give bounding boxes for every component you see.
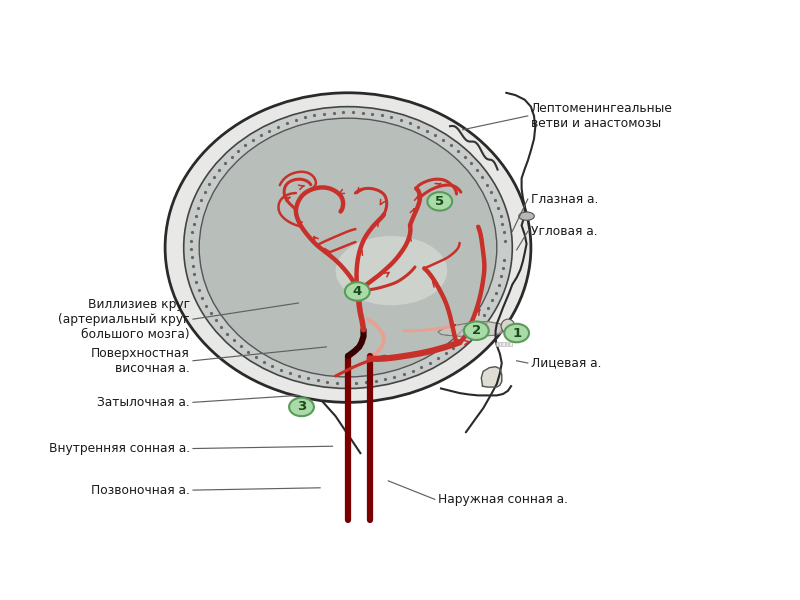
Text: Виллизиев круг
(артериальный круг
большого мозга): Виллизиев круг (артериальный круг большо… (58, 298, 190, 341)
Ellipse shape (501, 319, 514, 333)
Polygon shape (438, 322, 504, 336)
Bar (495, 342, 498, 346)
Text: Внутренняя сонная а.: Внутренняя сонная а. (49, 442, 190, 455)
Circle shape (289, 398, 314, 416)
Polygon shape (482, 367, 502, 387)
Bar (499, 342, 502, 346)
Ellipse shape (199, 118, 497, 377)
Text: 5: 5 (435, 195, 444, 208)
Text: Затылочная а.: Затылочная а. (97, 396, 190, 409)
Text: Позвоночная а.: Позвоночная а. (91, 484, 190, 497)
Ellipse shape (519, 212, 534, 220)
Text: Наружная сонная а.: Наружная сонная а. (438, 493, 568, 506)
Bar (506, 342, 508, 346)
Text: 1: 1 (512, 326, 522, 340)
Ellipse shape (336, 236, 447, 305)
Circle shape (464, 322, 489, 340)
Circle shape (345, 282, 370, 301)
Text: Лицевая а.: Лицевая а. (531, 356, 602, 370)
Text: 2: 2 (472, 324, 481, 337)
Ellipse shape (184, 107, 512, 388)
Bar (510, 342, 511, 346)
Text: Угловая а.: Угловая а. (531, 225, 598, 238)
Circle shape (427, 192, 452, 211)
Text: Поверхностная
височная а.: Поверхностная височная а. (91, 347, 190, 375)
Text: 3: 3 (297, 400, 306, 413)
Text: Лептоменингеальные
ветви и анастомозы: Лептоменингеальные ветви и анастомозы (531, 102, 673, 130)
Ellipse shape (165, 93, 531, 403)
Text: 4: 4 (353, 285, 362, 298)
Circle shape (504, 324, 529, 342)
Text: Глазная а.: Глазная а. (531, 193, 598, 206)
Bar (502, 342, 505, 346)
